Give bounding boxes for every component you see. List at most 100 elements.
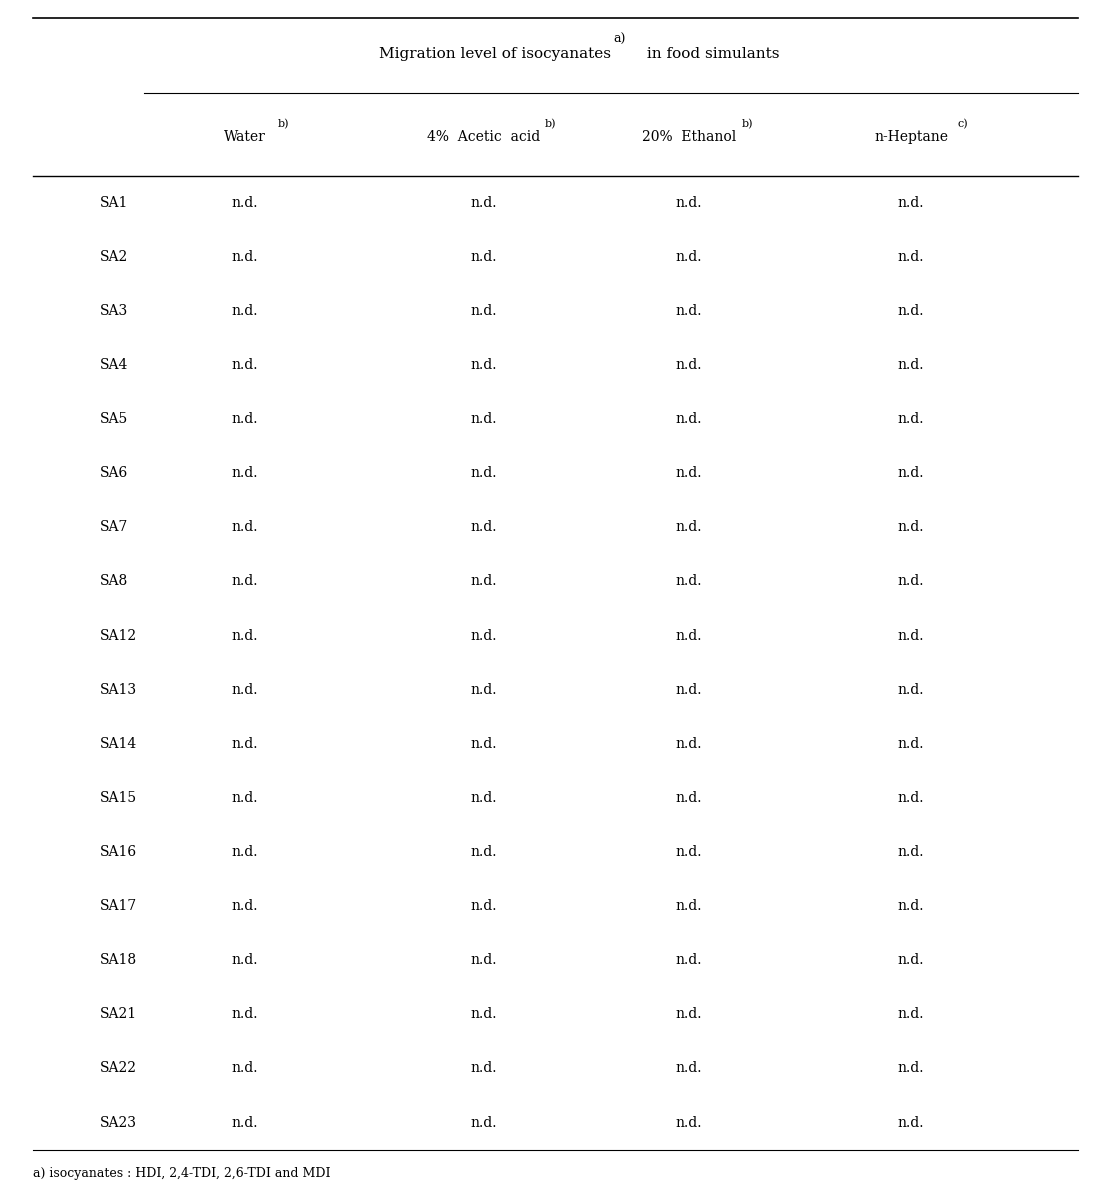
Text: n.d.: n.d. <box>675 358 702 372</box>
Text: n.d.: n.d. <box>675 412 702 427</box>
Text: n.d.: n.d. <box>675 737 702 750</box>
Text: n.d.: n.d. <box>231 791 258 805</box>
Text: in food simulants: in food simulants <box>642 47 780 61</box>
Text: n.d.: n.d. <box>898 737 924 750</box>
Text: n.d.: n.d. <box>675 899 702 913</box>
Text: n.d.: n.d. <box>898 899 924 913</box>
Text: n.d.: n.d. <box>231 899 258 913</box>
Text: n.d.: n.d. <box>231 1061 258 1076</box>
Text: n.d.: n.d. <box>231 466 258 480</box>
Text: a): a) <box>613 33 625 45</box>
Text: n.d.: n.d. <box>470 250 497 264</box>
Text: SA3: SA3 <box>100 304 128 318</box>
Text: b): b) <box>544 120 556 129</box>
Text: n-Heptane: n-Heptane <box>874 130 948 145</box>
Text: n.d.: n.d. <box>675 466 702 480</box>
Text: n.d.: n.d. <box>675 682 702 697</box>
Text: n.d.: n.d. <box>231 682 258 697</box>
Text: n.d.: n.d. <box>470 845 497 859</box>
Text: n.d.: n.d. <box>898 791 924 805</box>
Text: n.d.: n.d. <box>675 250 702 264</box>
Text: SA17: SA17 <box>100 899 138 913</box>
Text: SA8: SA8 <box>100 575 128 588</box>
Text: a) isocyanates : HDI, 2,4-TDI, 2,6-TDI and MDI: a) isocyanates : HDI, 2,4-TDI, 2,6-TDI a… <box>33 1168 331 1179</box>
Text: SA2: SA2 <box>100 250 128 264</box>
Text: n.d.: n.d. <box>231 358 258 372</box>
Text: n.d.: n.d. <box>470 629 497 643</box>
Text: n.d.: n.d. <box>231 304 258 318</box>
Text: n.d.: n.d. <box>675 304 702 318</box>
Text: n.d.: n.d. <box>898 845 924 859</box>
Text: n.d.: n.d. <box>675 575 702 588</box>
Text: SA16: SA16 <box>100 845 137 859</box>
Text: n.d.: n.d. <box>231 1007 258 1022</box>
Text: SA14: SA14 <box>100 737 138 750</box>
Text: n.d.: n.d. <box>675 1007 702 1022</box>
Text: n.d.: n.d. <box>470 520 497 534</box>
Text: n.d.: n.d. <box>898 629 924 643</box>
Text: n.d.: n.d. <box>231 629 258 643</box>
Text: SA12: SA12 <box>100 629 137 643</box>
Text: SA6: SA6 <box>100 466 128 480</box>
Text: n.d.: n.d. <box>898 358 924 372</box>
Text: n.d.: n.d. <box>675 845 702 859</box>
Text: n.d.: n.d. <box>898 575 924 588</box>
Text: c): c) <box>958 120 969 129</box>
Text: 20%  Ethanol: 20% Ethanol <box>642 130 735 145</box>
Text: n.d.: n.d. <box>675 196 702 209</box>
Text: n.d.: n.d. <box>898 412 924 427</box>
Text: n.d.: n.d. <box>898 196 924 209</box>
Text: n.d.: n.d. <box>231 737 258 750</box>
Text: n.d.: n.d. <box>231 412 258 427</box>
Text: n.d.: n.d. <box>231 954 258 967</box>
Text: n.d.: n.d. <box>470 1116 497 1129</box>
Text: n.d.: n.d. <box>470 1007 497 1022</box>
Text: n.d.: n.d. <box>231 845 258 859</box>
Text: n.d.: n.d. <box>675 1116 702 1129</box>
Text: n.d.: n.d. <box>898 304 924 318</box>
Text: b): b) <box>742 120 753 129</box>
Text: n.d.: n.d. <box>675 791 702 805</box>
Text: n.d.: n.d. <box>898 1116 924 1129</box>
Text: n.d.: n.d. <box>470 899 497 913</box>
Text: n.d.: n.d. <box>231 575 258 588</box>
Text: Water: Water <box>223 130 266 145</box>
Text: n.d.: n.d. <box>898 1007 924 1022</box>
Text: Migration level of isocyanates: Migration level of isocyanates <box>379 47 611 61</box>
Text: n.d.: n.d. <box>470 304 497 318</box>
Text: n.d.: n.d. <box>675 1061 702 1076</box>
Text: n.d.: n.d. <box>470 575 497 588</box>
Text: n.d.: n.d. <box>231 250 258 264</box>
Text: n.d.: n.d. <box>231 1116 258 1129</box>
Text: n.d.: n.d. <box>898 1061 924 1076</box>
Text: SA13: SA13 <box>100 682 137 697</box>
Text: SA7: SA7 <box>100 520 129 534</box>
Text: n.d.: n.d. <box>470 466 497 480</box>
Text: n.d.: n.d. <box>470 682 497 697</box>
Text: b): b) <box>278 120 289 129</box>
Text: n.d.: n.d. <box>898 466 924 480</box>
Text: n.d.: n.d. <box>675 520 702 534</box>
Text: SA18: SA18 <box>100 954 137 967</box>
Text: n.d.: n.d. <box>675 629 702 643</box>
Text: n.d.: n.d. <box>470 954 497 967</box>
Text: n.d.: n.d. <box>470 412 497 427</box>
Text: n.d.: n.d. <box>898 250 924 264</box>
Text: n.d.: n.d. <box>470 358 497 372</box>
Text: n.d.: n.d. <box>231 520 258 534</box>
Text: SA1: SA1 <box>100 196 129 209</box>
Text: SA5: SA5 <box>100 412 128 427</box>
Text: n.d.: n.d. <box>470 196 497 209</box>
Text: n.d.: n.d. <box>675 954 702 967</box>
Text: SA21: SA21 <box>100 1007 137 1022</box>
Text: n.d.: n.d. <box>470 1061 497 1076</box>
Text: n.d.: n.d. <box>470 791 497 805</box>
Text: SA22: SA22 <box>100 1061 137 1076</box>
Text: n.d.: n.d. <box>898 954 924 967</box>
Text: n.d.: n.d. <box>470 737 497 750</box>
Text: SA4: SA4 <box>100 358 129 372</box>
Text: n.d.: n.d. <box>898 520 924 534</box>
Text: 4%  Acetic  acid: 4% Acetic acid <box>427 130 540 145</box>
Text: n.d.: n.d. <box>898 682 924 697</box>
Text: SA15: SA15 <box>100 791 137 805</box>
